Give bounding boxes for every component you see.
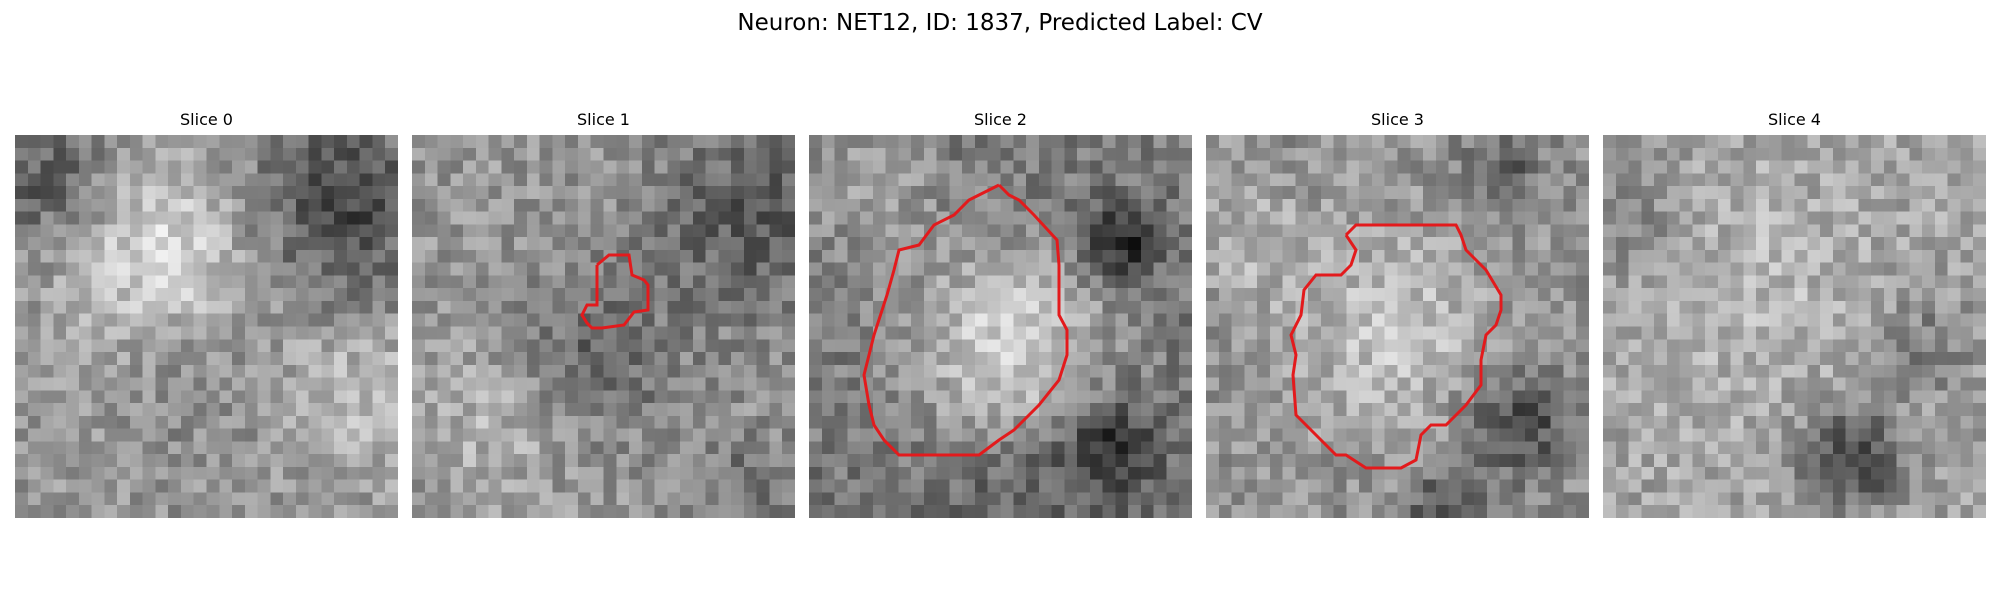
slice-title: Slice 4 bbox=[1768, 110, 1821, 129]
contour-overlay bbox=[580, 253, 650, 330]
segmentation-contour bbox=[862, 183, 1069, 457]
contour-overlay bbox=[1289, 223, 1503, 470]
grayscale-image bbox=[809, 135, 1192, 518]
slice-title: Slice 3 bbox=[1371, 110, 1424, 129]
slice-image bbox=[15, 135, 398, 518]
slice-title: Slice 1 bbox=[577, 110, 630, 129]
figure-title: Neuron: NET12, ID: 1837, Predicted Label… bbox=[737, 10, 1263, 36]
segmentation-contour bbox=[1289, 223, 1503, 470]
contour-overlay bbox=[862, 183, 1069, 457]
slice-title: Slice 0 bbox=[180, 110, 233, 129]
slice-image bbox=[412, 135, 795, 518]
segmentation-contour bbox=[580, 253, 650, 330]
slice-title: Slice 2 bbox=[974, 110, 1027, 129]
grayscale-image bbox=[15, 135, 398, 518]
grayscale-image bbox=[1206, 135, 1589, 518]
slice-image bbox=[809, 135, 1192, 518]
slice-image bbox=[1603, 135, 1986, 518]
slice-image bbox=[1206, 135, 1589, 518]
slice-panels: Slice 0 Slice 1 Slice 2 Slice 3 bbox=[15, 110, 2000, 530]
grayscale-image bbox=[1603, 135, 1986, 518]
